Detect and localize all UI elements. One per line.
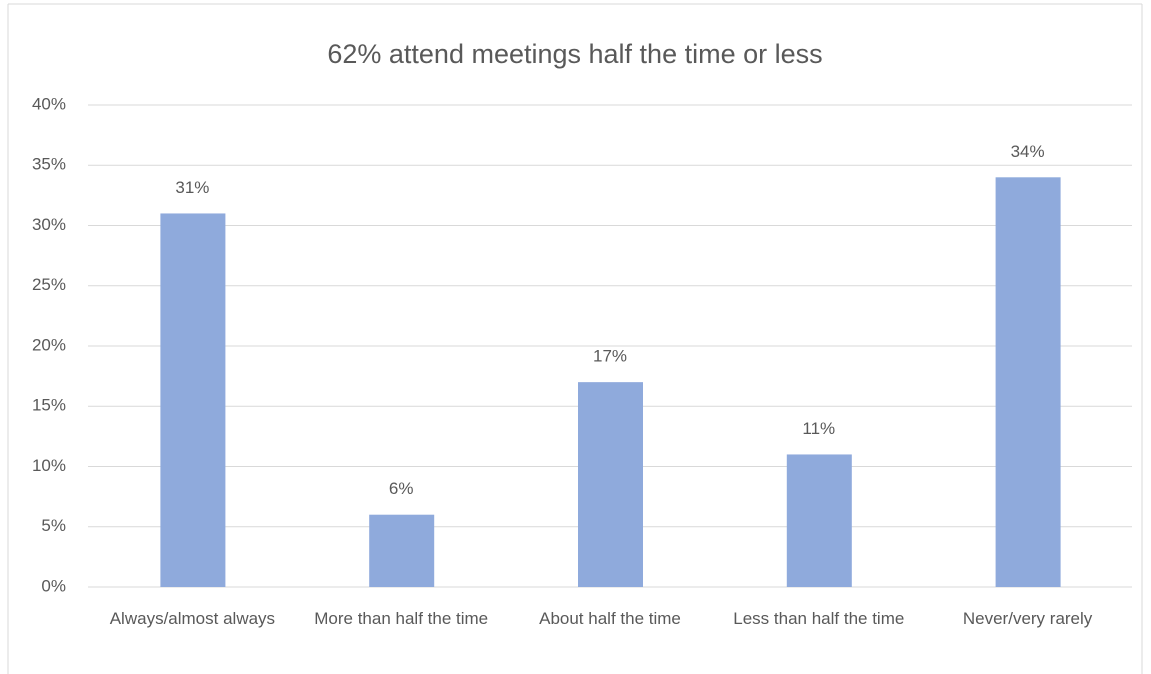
y-tick-label: 20%: [32, 335, 66, 354]
x-tick-label: Never/very rarely: [962, 609, 1093, 628]
data-label: 17%: [593, 347, 627, 366]
y-tick-label: 15%: [32, 396, 66, 415]
data-label: 34%: [1011, 142, 1045, 161]
y-tick-label: 0%: [41, 576, 66, 595]
x-tick-label: More than half the time: [314, 609, 489, 628]
bar: [160, 213, 226, 587]
data-label: 6%: [389, 479, 414, 498]
chart-title: 62% attend meetings half the time or les…: [327, 39, 822, 69]
y-tick-label: 40%: [32, 94, 66, 113]
data-label: 11%: [802, 419, 835, 438]
bar: [578, 382, 643, 587]
y-tick-label: 25%: [32, 275, 66, 294]
y-tick-label: 5%: [41, 516, 66, 535]
y-tick-label: 35%: [32, 155, 66, 174]
bar: [995, 177, 1061, 588]
x-tick-label: Always/almost always: [109, 609, 276, 628]
y-tick-label: 30%: [32, 215, 66, 234]
x-tick-label: About half the time: [539, 609, 681, 628]
y-tick-label: 10%: [32, 456, 66, 475]
bar: [369, 514, 435, 587]
bar: [786, 454, 852, 587]
x-tick-label: Less than half the time: [733, 609, 905, 628]
data-label: 31%: [175, 178, 209, 197]
